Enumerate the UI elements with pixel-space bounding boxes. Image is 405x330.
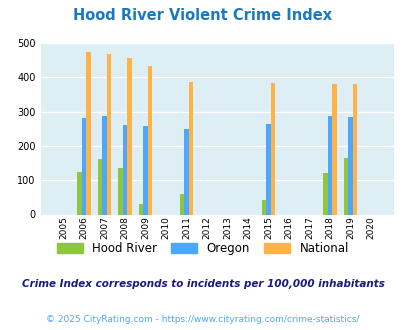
Bar xyxy=(270,83,275,214)
Text: Crime Index corresponds to incidents per 100,000 inhabitants: Crime Index corresponds to incidents per… xyxy=(21,279,384,289)
Bar xyxy=(107,54,111,214)
Bar xyxy=(98,158,102,215)
Text: © 2025 CityRating.com - https://www.cityrating.com/crime-statistics/: © 2025 CityRating.com - https://www.city… xyxy=(46,315,359,324)
Legend: Hood River, Oregon, National: Hood River, Oregon, National xyxy=(52,237,353,260)
Bar xyxy=(147,66,152,214)
Bar xyxy=(77,172,81,214)
Bar xyxy=(347,117,352,214)
Bar xyxy=(81,118,86,214)
Bar xyxy=(139,204,143,214)
Bar xyxy=(322,173,327,214)
Bar xyxy=(127,58,131,214)
Bar xyxy=(184,129,188,214)
Bar xyxy=(327,115,331,214)
Bar xyxy=(352,84,356,214)
Bar xyxy=(343,158,347,214)
Bar xyxy=(261,200,266,214)
Bar xyxy=(118,168,122,214)
Text: Hood River Violent Crime Index: Hood River Violent Crime Index xyxy=(73,8,332,23)
Bar xyxy=(179,194,184,214)
Bar xyxy=(331,84,336,214)
Bar xyxy=(86,52,90,214)
Bar xyxy=(266,124,270,214)
Bar xyxy=(102,115,107,214)
Bar xyxy=(122,125,127,214)
Bar xyxy=(188,82,193,214)
Bar xyxy=(143,126,147,214)
